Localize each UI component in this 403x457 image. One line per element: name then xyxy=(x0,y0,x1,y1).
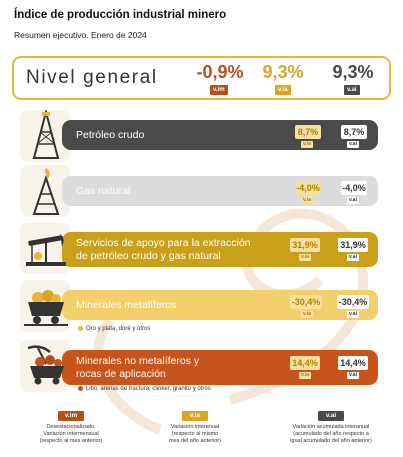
general-via-badge: v.ia xyxy=(275,85,291,95)
legend-item-vim: v.im Desestacionalizado. Variación inter… xyxy=(16,404,126,445)
legend-line: (respecto al mes anterior) xyxy=(39,438,103,444)
sector-via-value: 14,4% xyxy=(290,356,320,370)
sector-via-value: 31,9% xyxy=(290,238,320,252)
sector-note-text: Litio, arenas de fractura, clinker, gran… xyxy=(86,386,211,392)
general-vai-badge: v.ai xyxy=(344,85,360,95)
sector-via-badge: v.ia xyxy=(301,311,313,318)
icon-backdrop xyxy=(20,165,70,217)
sector-note-text: Oro y plata, doré y otros xyxy=(86,326,151,332)
legend-badge: v.ia xyxy=(182,411,208,421)
page-subtitle: Resumen ejecutivo. Enero de 2024 xyxy=(14,30,147,40)
pickaxe-cart-icon xyxy=(27,345,64,385)
sector-via-value: -30,4% xyxy=(290,295,322,309)
gas-derrick-icon xyxy=(32,168,60,215)
sector-vai-value: -4,0% xyxy=(341,181,367,195)
legend-item-vai: v.ai Variación acumulada interanual (acu… xyxy=(268,404,394,445)
sector-label: Minerales metalíferos xyxy=(76,299,177,311)
legend-line: Variación intermensual xyxy=(43,431,99,437)
sector-vai-value: -30,4% xyxy=(337,295,369,309)
general-vim-value: -0,9% xyxy=(196,62,244,82)
legend-line: (respecto al mismo xyxy=(171,431,219,437)
sector-card-minerales-no-metaliferos: Minerales no metalíferos y rocas de apli… xyxy=(62,350,378,385)
sector-card-minerales-metaliferos: Minerales metalíferos -30,4% v.ia -30,4%… xyxy=(62,290,378,320)
legend-badge: v.ai xyxy=(318,411,344,421)
general-via-value: 9,3% xyxy=(262,62,304,82)
pumpjack-icon xyxy=(26,234,66,266)
bullet-dot-icon xyxy=(78,386,83,391)
sector-vai-value: 14,4% xyxy=(338,356,368,370)
legend-line: igual acumulado del año anterior) xyxy=(290,438,372,444)
sector-via-value: 8,7% xyxy=(295,125,321,139)
sector-via-badge: v.ia xyxy=(301,141,313,148)
legend-line: (acumulado del año respecto a xyxy=(293,431,369,437)
sector-label-line-2: de petróleo crudo y gas natural xyxy=(76,250,221,262)
oil-derrick-icon xyxy=(32,110,60,159)
sector-vai-badge: v.ai xyxy=(347,311,359,318)
sector-vai-badge: v.ai xyxy=(347,197,359,204)
mine-cart-icon xyxy=(24,290,68,326)
general-level-label: Nivel general xyxy=(26,67,158,88)
sector-label-line-1: Minerales no metalíferos y xyxy=(76,355,200,367)
sector-vai-value: 8,7% xyxy=(341,125,367,139)
legend-line: mes del año anterior) xyxy=(169,438,221,444)
legend-line: Variación interanual xyxy=(170,424,220,430)
sector-via-value: -4,0% xyxy=(295,181,321,195)
sector-via-badge: v.ia xyxy=(299,254,311,261)
sector-vai-badge: v.ai xyxy=(347,254,359,261)
sector-via-badge: v.ia xyxy=(299,372,311,379)
legend-item-via: v.ia Variación interanual (respecto al m… xyxy=(140,404,250,445)
page-title: Índice de producción industrial minero xyxy=(14,9,227,21)
sector-card-petroleo-crudo: Petróleo crudo 8,7% v.ia 8,7% v.ai xyxy=(62,120,378,150)
sector-vai-badge: v.ai xyxy=(347,141,359,148)
sector-vai-badge: v.ai xyxy=(347,372,359,379)
legend-line: Variación acumulada interanual xyxy=(292,424,370,430)
sector-vai-value: 31,9% xyxy=(338,238,368,252)
sector-label-line-2: rocas de aplicación xyxy=(76,368,166,380)
sector-via-badge: v.ia xyxy=(301,197,313,204)
bullet-dot-icon xyxy=(78,326,83,331)
sector-card-gas-natural: Gas natural -4,0% v.ia -4,0% v.ai xyxy=(62,176,378,206)
sector-note: Litio, arenas de fractura, clinker, gran… xyxy=(78,386,211,392)
sector-label-line-1: Servicios de apoyo para la extracción xyxy=(76,237,251,249)
sector-card-servicios-apoyo: Servicios de apoyo para la extracción de… xyxy=(62,232,378,267)
general-vim-badge: v.im xyxy=(210,85,228,95)
general-level-box: Nivel general -0,9% v.im 9,3% v.ia 9,3% … xyxy=(12,56,391,100)
sector-label: Gas natural xyxy=(76,185,131,197)
sector-note: Oro y plata, doré y otros xyxy=(78,326,150,332)
legend-badge: v.im xyxy=(58,411,84,421)
general-vai-value: 9,3% xyxy=(332,62,374,82)
sector-label: Petróleo crudo xyxy=(76,129,145,141)
legend-line: Desestacionalizado. xyxy=(46,424,96,430)
